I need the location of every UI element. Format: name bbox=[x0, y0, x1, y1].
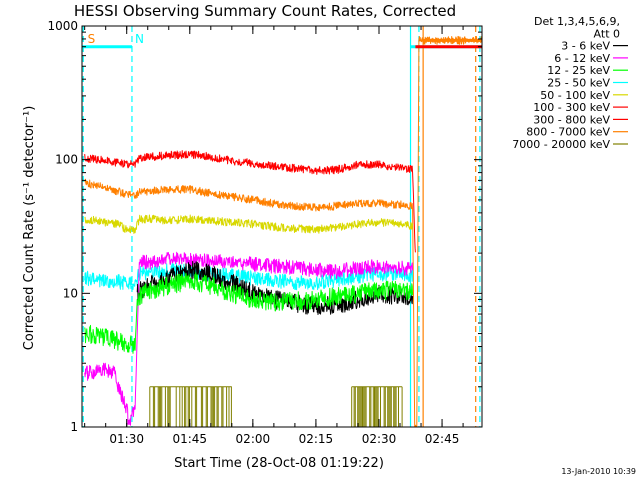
vertical-markers bbox=[82, 26, 481, 427]
series-800-7000-keV-line bbox=[84, 35, 483, 428]
legend-title-line: Det 1,3,4,5,6,9, bbox=[534, 15, 620, 28]
legend-entry-label: 6 - 12 keV bbox=[554, 52, 610, 65]
legend-entry-label: 100 - 300 keV bbox=[533, 101, 610, 114]
legend-entry-label: 3 - 6 keV bbox=[561, 40, 610, 53]
y-tick-label: 1 bbox=[70, 420, 78, 434]
legend-entry-label: 12 - 25 keV bbox=[547, 64, 610, 77]
plot-frame bbox=[81, 25, 483, 428]
series-6-12-keV-line bbox=[84, 251, 414, 426]
x-axis-title: Start Time (28-Oct-08 01:19:22) bbox=[174, 456, 384, 471]
y-axis-title: Corrected Count Rate (s⁻¹ detector⁻¹) bbox=[22, 106, 37, 351]
series-50-100-keV-line bbox=[84, 214, 414, 234]
annotation-label: N bbox=[135, 32, 144, 46]
x-tick-label: 02:00 bbox=[236, 432, 271, 446]
series-100-300-keV-line bbox=[84, 150, 416, 253]
legend-title-line: Att 0 bbox=[594, 27, 620, 40]
chart-title: HESSI Observing Summary Count Rates, Cor… bbox=[74, 2, 456, 20]
y-tick-label: 1000 bbox=[47, 19, 78, 33]
legend-entry-label: 25 - 50 keV bbox=[547, 77, 610, 90]
legend-entry-label: 50 - 100 keV bbox=[540, 89, 610, 102]
series-12-25-keV-line bbox=[84, 272, 414, 354]
x-tick-label: 02:30 bbox=[362, 432, 397, 446]
series-lines bbox=[84, 35, 483, 428]
legend-entry-label: 7000 - 20000 keV bbox=[512, 138, 610, 151]
footer-timestamp: 13-Jan-2010 10:39 bbox=[561, 467, 636, 476]
x-tick-label: 01:45 bbox=[172, 432, 207, 446]
y-tick-label: 100 bbox=[55, 153, 78, 167]
x-tick-label: 01:30 bbox=[109, 432, 144, 446]
axis-ticks: 01:30 01:45 02:00 02:15 02:30 02:45 1 10 100 1000 bbox=[47, 19, 482, 446]
y-tick-label: 10 bbox=[63, 286, 78, 300]
legend-entry-label: 300 - 800 keV bbox=[533, 113, 610, 126]
x-tick-label: 02:15 bbox=[299, 432, 334, 446]
series-7000-20000-keV-line bbox=[149, 386, 403, 427]
x-tick-label: 02:45 bbox=[425, 432, 460, 446]
annotation-label: S bbox=[88, 32, 96, 46]
legend-entry-label: 800 - 7000 keV bbox=[526, 126, 610, 139]
